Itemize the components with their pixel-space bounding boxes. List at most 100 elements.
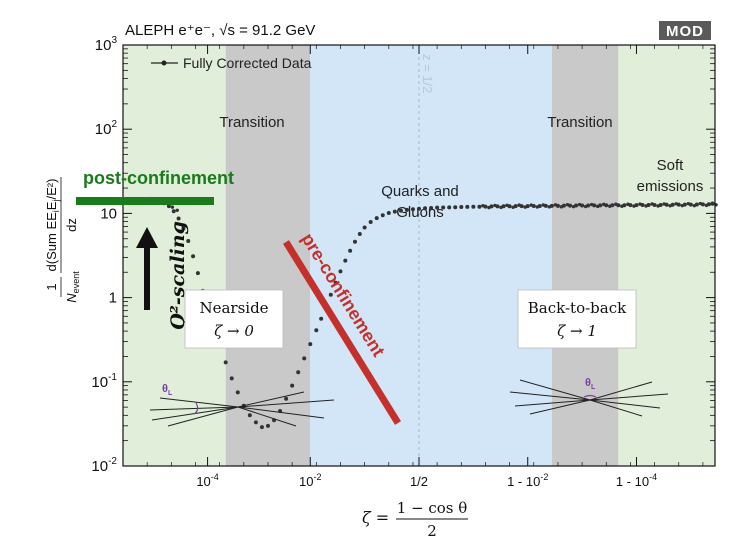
x-tick-label: 1/2	[410, 474, 428, 489]
region-label-2-0: Transition	[547, 114, 612, 131]
data-point	[284, 396, 289, 401]
data-point	[333, 280, 338, 285]
data-point	[191, 254, 196, 259]
data-point	[477, 204, 482, 209]
y-tick-label: 10-1	[91, 372, 117, 391]
y-label-prefix: 1	[44, 283, 59, 290]
region-bands	[123, 45, 715, 466]
legend: Fully Corrected Data	[151, 55, 312, 71]
data-point	[459, 205, 464, 210]
data-point	[489, 204, 494, 209]
data-point	[694, 202, 699, 207]
post-confinement-bar	[76, 197, 214, 205]
data-point	[253, 420, 258, 425]
y-tick-label: 1	[109, 290, 117, 307]
data-point	[176, 216, 181, 221]
data-point	[580, 203, 585, 208]
data-point	[265, 423, 270, 428]
data-point	[507, 204, 512, 209]
chart-title: ALEPH e⁺e⁻, √s = 91.2 GeV	[125, 22, 315, 39]
data-point	[586, 203, 591, 208]
y-label-den: N	[64, 293, 79, 303]
back-to-back-jet-diagram	[509, 379, 669, 417]
data-point	[229, 376, 234, 381]
data-point	[646, 202, 651, 207]
data-point	[543, 203, 548, 208]
data-point	[652, 202, 657, 207]
pre-confinement-bar	[283, 240, 401, 425]
data-point	[640, 202, 645, 207]
x-tick-label: 10-2	[299, 472, 321, 489]
back-to-back-title: Back-to-back	[528, 299, 627, 317]
back-to-back-box: Back-to-back ζ → 1	[517, 289, 637, 349]
svg-text:Nevent: Nevent	[64, 271, 81, 303]
data-point	[259, 425, 264, 430]
data-point	[352, 239, 357, 244]
data-point	[181, 226, 186, 231]
data-point	[676, 202, 681, 207]
region-label-3-1: emissions	[637, 178, 704, 195]
y-label-num-tail: /E²)	[44, 179, 59, 200]
data-point	[495, 204, 500, 209]
data-point	[308, 342, 313, 347]
data-point	[471, 204, 476, 209]
data-point	[658, 202, 663, 207]
data-point	[290, 383, 295, 388]
data-point	[568, 203, 573, 208]
y-label-num-sub: i	[51, 210, 61, 212]
data-point	[380, 213, 385, 218]
data-point	[555, 203, 560, 208]
post-confinement-label: post-confinement	[83, 168, 234, 188]
data-point	[386, 211, 391, 216]
y-label-frac-den: dz	[64, 218, 79, 232]
region-band-3	[551, 45, 619, 466]
nearside-theta: θ	[162, 383, 168, 395]
legend-marker	[161, 60, 167, 66]
data-point	[417, 206, 421, 211]
y-label-num-mid: E	[44, 201, 59, 210]
data-point	[423, 206, 428, 211]
data-point	[195, 271, 200, 276]
data-point	[374, 216, 379, 221]
y-label-den-sub: event	[71, 271, 81, 294]
data-point	[537, 203, 542, 208]
data-point	[525, 204, 530, 209]
nearside-jet-diagram	[149, 391, 335, 427]
region-band-4	[618, 45, 715, 466]
x-label-den: 2	[427, 522, 437, 540]
y-tick-label: 102	[95, 119, 118, 138]
data-point	[598, 203, 603, 208]
data-point	[392, 209, 397, 214]
region-band-0	[123, 45, 226, 466]
y-label-num-sub2: j	[51, 200, 61, 203]
data-point	[398, 208, 403, 213]
data-point	[338, 269, 343, 274]
x-label-num: 1 − cos θ	[397, 499, 468, 517]
data-point	[296, 370, 301, 375]
data-point	[435, 205, 440, 210]
data-point	[688, 202, 693, 207]
nearside-limit: ζ → 0	[214, 322, 254, 340]
data-point	[531, 203, 536, 208]
data-point	[670, 202, 675, 207]
data-point	[235, 390, 240, 395]
data-point	[700, 202, 705, 207]
data-point	[368, 220, 373, 225]
data-point	[453, 205, 458, 210]
mod-logo-text: MOD	[666, 23, 704, 40]
data-point	[616, 203, 621, 208]
midline-label: z = 1/2	[420, 54, 435, 93]
data-point	[223, 360, 228, 365]
data-point	[604, 203, 609, 208]
y-tick-label: 10-2	[91, 456, 117, 475]
region-label-1-0: Quarks and	[381, 183, 459, 200]
x-tick-label: 10-4	[196, 472, 218, 489]
data-point	[166, 204, 171, 209]
data-point	[175, 208, 179, 212]
y-tick-label: 103	[95, 35, 118, 54]
x-tick-label: 1 - 10-4	[616, 472, 657, 489]
data-series-fully-corrected	[135, 196, 718, 430]
data-point	[628, 203, 633, 208]
data-point	[483, 204, 488, 209]
